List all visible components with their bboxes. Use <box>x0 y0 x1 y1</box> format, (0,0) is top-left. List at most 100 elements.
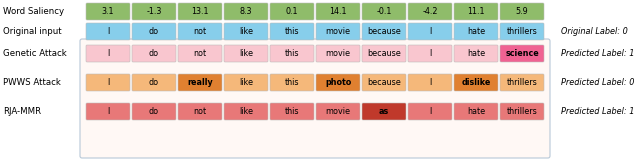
FancyBboxPatch shape <box>408 103 452 120</box>
Text: dislike: dislike <box>461 78 491 87</box>
FancyBboxPatch shape <box>132 103 176 120</box>
Text: I: I <box>107 27 109 36</box>
FancyBboxPatch shape <box>224 103 268 120</box>
FancyBboxPatch shape <box>178 23 222 40</box>
Text: Original input: Original input <box>3 27 61 36</box>
Text: this: this <box>285 107 300 116</box>
FancyBboxPatch shape <box>270 74 314 91</box>
Text: photo: photo <box>325 78 351 87</box>
FancyBboxPatch shape <box>80 39 550 158</box>
FancyBboxPatch shape <box>500 3 544 20</box>
Text: RJA-MMR: RJA-MMR <box>3 107 41 116</box>
FancyBboxPatch shape <box>362 74 406 91</box>
FancyBboxPatch shape <box>362 45 406 62</box>
Text: not: not <box>193 27 207 36</box>
FancyBboxPatch shape <box>132 45 176 62</box>
Text: I: I <box>429 78 431 87</box>
Text: Original Label: 0: Original Label: 0 <box>561 27 628 36</box>
Text: PWWS Attack: PWWS Attack <box>3 78 61 87</box>
FancyBboxPatch shape <box>454 3 498 20</box>
Text: like: like <box>239 107 253 116</box>
FancyBboxPatch shape <box>178 103 222 120</box>
FancyBboxPatch shape <box>86 23 130 40</box>
Text: thrillers: thrillers <box>507 78 538 87</box>
Text: thrillers: thrillers <box>507 27 538 36</box>
Text: hate: hate <box>467 27 485 36</box>
Text: Predicted Label: 1: Predicted Label: 1 <box>561 49 634 58</box>
FancyBboxPatch shape <box>362 23 406 40</box>
Text: do: do <box>149 107 159 116</box>
FancyBboxPatch shape <box>408 3 452 20</box>
Text: -0.1: -0.1 <box>376 7 392 16</box>
Text: because: because <box>367 49 401 58</box>
Text: this: this <box>285 78 300 87</box>
Text: do: do <box>149 78 159 87</box>
Text: do: do <box>149 49 159 58</box>
Text: I: I <box>107 49 109 58</box>
Text: 0.1: 0.1 <box>285 7 298 16</box>
FancyBboxPatch shape <box>86 103 130 120</box>
FancyBboxPatch shape <box>408 74 452 91</box>
Text: not: not <box>193 49 207 58</box>
Text: I: I <box>429 49 431 58</box>
FancyBboxPatch shape <box>500 23 544 40</box>
Text: like: like <box>239 49 253 58</box>
Text: Word Saliency: Word Saliency <box>3 7 64 16</box>
FancyBboxPatch shape <box>86 45 130 62</box>
Text: movie: movie <box>326 49 351 58</box>
Text: like: like <box>239 78 253 87</box>
FancyBboxPatch shape <box>224 74 268 91</box>
FancyBboxPatch shape <box>408 45 452 62</box>
Text: 11.1: 11.1 <box>467 7 484 16</box>
FancyBboxPatch shape <box>454 23 498 40</box>
FancyBboxPatch shape <box>132 74 176 91</box>
FancyBboxPatch shape <box>362 3 406 20</box>
FancyBboxPatch shape <box>454 103 498 120</box>
Text: this: this <box>285 49 300 58</box>
FancyBboxPatch shape <box>224 3 268 20</box>
FancyBboxPatch shape <box>178 3 222 20</box>
Text: -4.2: -4.2 <box>422 7 438 16</box>
Text: movie: movie <box>326 27 351 36</box>
FancyBboxPatch shape <box>500 103 544 120</box>
Text: science: science <box>505 49 539 58</box>
Text: this: this <box>285 27 300 36</box>
FancyBboxPatch shape <box>500 74 544 91</box>
FancyBboxPatch shape <box>132 23 176 40</box>
Text: 8.3: 8.3 <box>240 7 252 16</box>
FancyBboxPatch shape <box>316 74 360 91</box>
FancyBboxPatch shape <box>454 45 498 62</box>
Text: movie: movie <box>326 107 351 116</box>
FancyBboxPatch shape <box>316 3 360 20</box>
Text: 14.1: 14.1 <box>329 7 347 16</box>
FancyBboxPatch shape <box>270 103 314 120</box>
Text: do: do <box>149 27 159 36</box>
Text: I: I <box>107 107 109 116</box>
FancyBboxPatch shape <box>362 103 406 120</box>
Text: I: I <box>107 78 109 87</box>
FancyBboxPatch shape <box>86 3 130 20</box>
FancyBboxPatch shape <box>316 45 360 62</box>
Text: -1.3: -1.3 <box>147 7 162 16</box>
Text: hate: hate <box>467 49 485 58</box>
FancyBboxPatch shape <box>178 74 222 91</box>
Text: I: I <box>429 27 431 36</box>
FancyBboxPatch shape <box>132 3 176 20</box>
FancyBboxPatch shape <box>500 45 544 62</box>
Text: Predicted Label: 0: Predicted Label: 0 <box>561 78 634 87</box>
FancyBboxPatch shape <box>86 74 130 91</box>
FancyBboxPatch shape <box>408 23 452 40</box>
Text: 13.1: 13.1 <box>191 7 209 16</box>
FancyBboxPatch shape <box>270 23 314 40</box>
Text: thrillers: thrillers <box>507 107 538 116</box>
Text: because: because <box>367 27 401 36</box>
FancyBboxPatch shape <box>224 23 268 40</box>
FancyBboxPatch shape <box>178 45 222 62</box>
Text: hate: hate <box>467 107 485 116</box>
Text: I: I <box>429 107 431 116</box>
Text: because: because <box>367 78 401 87</box>
Text: not: not <box>193 107 207 116</box>
FancyBboxPatch shape <box>224 45 268 62</box>
Text: 5.9: 5.9 <box>516 7 529 16</box>
FancyBboxPatch shape <box>454 74 498 91</box>
